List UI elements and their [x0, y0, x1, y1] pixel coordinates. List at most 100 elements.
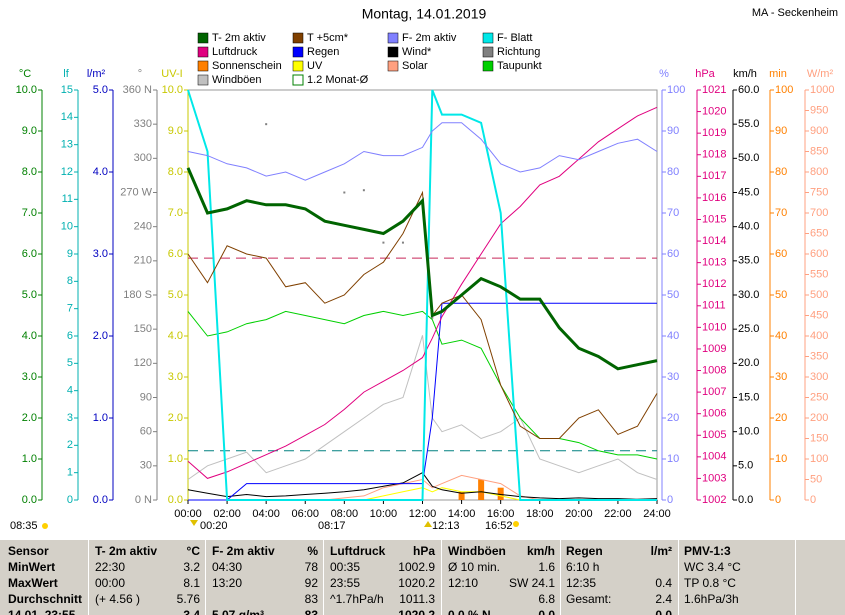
table-cell: 1.6	[538, 560, 555, 574]
separator	[678, 540, 679, 615]
y-tick-label: 1.0	[93, 412, 108, 424]
y-tick-label: 600	[810, 248, 828, 260]
y-tick-label: 45.0	[738, 186, 759, 198]
separator	[441, 540, 442, 615]
legend-swatch	[292, 60, 304, 72]
series-line	[187, 472, 658, 500]
y-tick-label: 5.0	[93, 84, 108, 96]
axis-unit: lf	[63, 68, 69, 80]
y-tick-label: 1002	[702, 494, 726, 506]
table-cell: 0.4	[655, 576, 672, 590]
legend-swatch	[482, 60, 494, 72]
y-tick-label: 1006	[702, 408, 726, 420]
y-tick-label: 0.0	[22, 494, 37, 506]
y-tick-label: 750	[810, 186, 828, 198]
y-tick-label: 10.0	[738, 426, 759, 438]
table-header-cell: km/h	[526, 544, 555, 558]
axis-unit: hPa	[695, 68, 715, 80]
x-tick-label: 00:00	[174, 508, 202, 520]
y-tick-label: 90	[140, 391, 152, 403]
separator	[795, 540, 796, 615]
table-cell: 00:35	[330, 560, 361, 574]
y-tick-label: 10.0	[16, 84, 37, 96]
legend-label: UV	[307, 60, 323, 72]
table-cell: 1020.2	[398, 576, 435, 590]
legend-swatch	[292, 74, 304, 86]
moon-rise-icon	[424, 521, 432, 527]
table-cell: 23:55	[330, 576, 361, 590]
table-header-cell: 0.0	[538, 608, 555, 615]
x-tick-label: 02:00	[213, 508, 241, 520]
legend-label: Wind*	[402, 46, 432, 58]
x-tick-label: 14:00	[448, 508, 476, 520]
table-header-cell: Regen	[566, 544, 603, 558]
table-header-cell: Luftdruck	[330, 544, 386, 558]
y-tick-label: 20.0	[738, 357, 759, 369]
y-tick-label: 1011	[702, 300, 726, 312]
plot-frame	[187, 89, 658, 501]
y-tick-label: 40.0	[738, 221, 759, 233]
y-tick-label: 11	[62, 193, 73, 205]
y-tick-label: 0	[67, 494, 73, 506]
table-header-cell: 83	[304, 608, 318, 615]
direction-dot	[401, 241, 404, 244]
y-tick-label: 1014	[702, 235, 726, 247]
series-line	[187, 122, 658, 181]
axis-unit: km/h	[733, 68, 757, 80]
series-line	[188, 302, 657, 501]
y-tick-label: 50	[667, 289, 679, 301]
table-cell: 04:30	[212, 560, 243, 574]
y-tick-label: 0	[775, 494, 781, 506]
y-tick-label: 13	[61, 139, 73, 151]
legend-label: T- 2m aktiv	[212, 32, 266, 44]
table-header-cell: l/m²	[650, 544, 672, 558]
y-tick-label: 360 N	[123, 84, 152, 96]
legend-swatch	[292, 46, 304, 58]
sun-icon	[42, 523, 48, 529]
y-tick-label: 1003	[702, 472, 726, 484]
y-tick-label: 1018	[702, 149, 726, 161]
x-tick-label: 04:00	[252, 508, 280, 520]
y-tick-label: 2.0	[22, 412, 37, 424]
table-header-cell: 3.4	[183, 608, 200, 615]
y-tick-label: 700	[810, 207, 828, 219]
y-tick-label: 850	[810, 145, 828, 157]
y-tick-label: 0 N	[135, 494, 152, 506]
y-tick-label: 550	[810, 268, 828, 280]
axis-unit: UV-I	[161, 68, 182, 80]
y-tick-label: 0.0	[738, 494, 753, 506]
y-tick-label: 10	[61, 221, 73, 233]
y-tick-label: 450	[810, 309, 828, 321]
y-tick-label: 1016	[702, 192, 726, 204]
y-tick-label: 1020	[702, 105, 726, 117]
legend-label: Sonnenschein	[212, 60, 282, 72]
table-cell: ^1.7hPa/h	[330, 592, 384, 606]
y-tick-label: 7	[67, 303, 73, 315]
y-tick-label: 180 S	[123, 289, 152, 301]
y-tick-label: 1.0	[168, 453, 183, 465]
direction-dot	[362, 189, 365, 192]
table-cell: 6:10 h	[566, 560, 600, 574]
y-tick-label: 350	[810, 350, 828, 362]
legend-label: T +5cm*	[307, 32, 349, 44]
legend-label: Taupunkt	[497, 60, 542, 72]
legend-label: 1.2 Monat-Ø	[307, 74, 369, 86]
series-line	[186, 167, 658, 371]
y-tick-label: 8	[67, 275, 73, 287]
y-tick-label: 7.0	[168, 207, 183, 219]
y-tick-label: 4	[67, 385, 73, 397]
y-tick-label: 900	[810, 125, 828, 137]
table-header-cell: T- 2m aktiv	[95, 544, 158, 558]
separator	[205, 540, 206, 615]
x-tick-label: 10:00	[370, 508, 398, 520]
table-cell: Gesamt:	[566, 592, 612, 606]
y-tick-label: 1004	[702, 451, 726, 463]
table-cell: 78	[304, 560, 318, 574]
annotation: 08:35	[10, 520, 38, 532]
legend-swatch	[292, 32, 304, 44]
series-line	[187, 335, 658, 480]
table-header-cell: MaxWert	[8, 576, 58, 590]
y-tick-label: 500	[810, 289, 828, 301]
y-tick-label: 30.0	[738, 289, 759, 301]
table-cell: 8.1	[183, 576, 200, 590]
